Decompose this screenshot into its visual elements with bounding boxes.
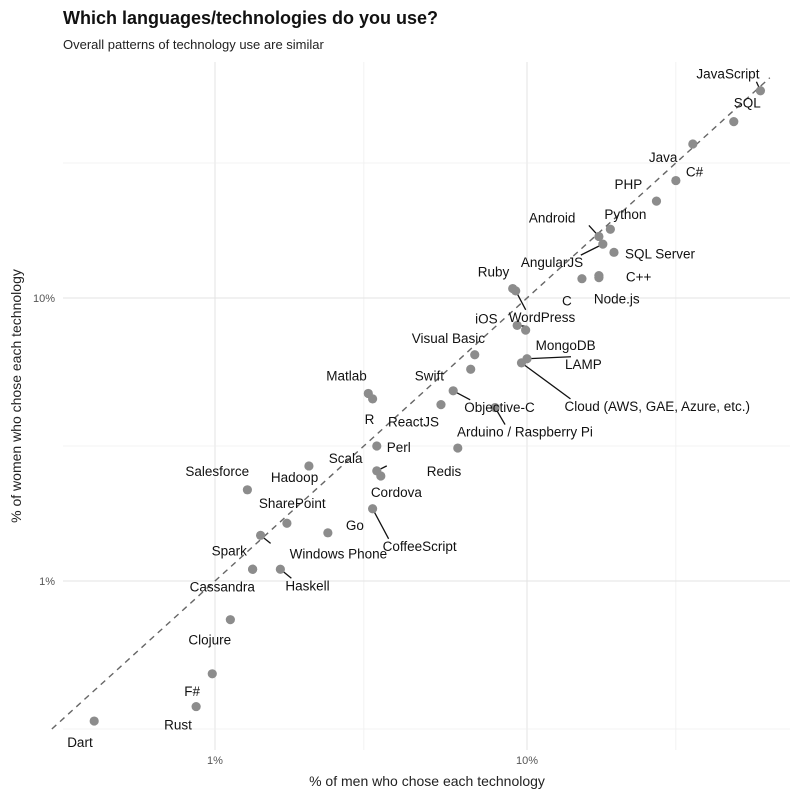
- point-cordova: [376, 471, 386, 481]
- point-php: [651, 196, 662, 206]
- data-points: [89, 86, 766, 726]
- connector-coffeescript: [372, 508, 390, 540]
- point-labels: JavaScript SQL Java C# PHP Python Android SQL S…: [67, 67, 761, 750]
- chart-title: Which languages/technologies do you use?: [63, 8, 439, 28]
- point-hadoop: [304, 461, 314, 471]
- point-cloud-aws-gae-azure-etc: [516, 358, 527, 368]
- label-lamp: LAMP: [565, 357, 602, 372]
- y-tick-label: 1%: [39, 576, 55, 588]
- y-axis-ticks: 1% 10%: [33, 293, 55, 588]
- label-node-js: Node.js: [594, 292, 640, 307]
- label-python: Python: [604, 207, 646, 222]
- point-swift: [466, 364, 476, 374]
- label-salesforce: Salesforce: [185, 464, 249, 479]
- x-tick-label: 1%: [207, 755, 223, 767]
- label-hadoop: Hadoop: [271, 470, 318, 485]
- label-clojure: Clojure: [188, 633, 231, 648]
- label-php: PHP: [614, 177, 642, 192]
- label-mongodb: MongoDB: [536, 338, 596, 353]
- point-perl: [372, 441, 382, 451]
- reference-line: [51, 77, 771, 730]
- label-wordpress: WordPress: [509, 310, 576, 325]
- point-wordpress: [511, 286, 521, 296]
- point-sharepoint: [282, 518, 292, 528]
- point-arduino-raspberry-pi: [490, 402, 500, 413]
- point-c: [671, 175, 681, 186]
- y-axis-title: % of women who chose each technology: [8, 269, 24, 523]
- label-r: R: [365, 412, 375, 427]
- point-f: [207, 669, 217, 679]
- connector-cloud-aws-gae-azure-etc: [521, 362, 571, 400]
- label-windows-phone: Windows Phone: [290, 546, 388, 561]
- label-objective-c: Objective-C: [464, 400, 535, 415]
- label-sql-server: SQL Server: [625, 246, 696, 261]
- point-android: [594, 231, 604, 242]
- label-java: Java: [649, 150, 678, 165]
- point-mongodb: [521, 325, 531, 335]
- point-angularjs: [598, 239, 608, 249]
- point-dart: [89, 716, 99, 726]
- point-reactjs: [436, 400, 446, 410]
- label-angularjs: AngularJS: [521, 255, 583, 270]
- x-axis-ticks: 1% 10%: [207, 755, 538, 767]
- label-spark: Spark: [212, 543, 248, 558]
- label-c: C#: [686, 165, 704, 180]
- gridlines: [63, 62, 790, 750]
- label-scala: Scala: [329, 451, 363, 466]
- point-spark: [255, 530, 266, 540]
- label-connectors: [260, 81, 762, 579]
- label-arduino-raspberry-pi: Arduino / Raspberry Pi: [457, 425, 593, 440]
- point-objective-c: [448, 386, 458, 396]
- label-cassandra: Cassandra: [190, 579, 256, 594]
- point-java: [688, 139, 698, 149]
- label-cordova: Cordova: [371, 485, 423, 500]
- point-haskell: [275, 564, 285, 574]
- point-sql-server: [609, 247, 619, 257]
- point-c: [577, 274, 587, 284]
- label-rust: Rust: [164, 718, 192, 733]
- point-javascript: [755, 86, 766, 96]
- label-visual-basic: Visual Basic: [412, 331, 486, 346]
- point-go: [323, 528, 333, 538]
- label-perl: Perl: [387, 440, 411, 455]
- label-f: F#: [184, 684, 200, 699]
- point-coffeescript: [368, 504, 378, 514]
- label-redis: Redis: [427, 464, 462, 479]
- label-go: Go: [346, 518, 364, 533]
- point-sql: [729, 117, 739, 127]
- point-visual-basic: [470, 350, 480, 360]
- label-haskell: Haskell: [285, 578, 329, 593]
- point-rust: [191, 701, 201, 712]
- label-swift: Swift: [415, 368, 445, 383]
- label-c: C: [562, 294, 572, 309]
- point-clojure: [225, 615, 235, 625]
- label-coffeescript: CoffeeScript: [383, 539, 457, 554]
- connector-lamp: [526, 356, 572, 360]
- label-reactjs: ReactJS: [388, 415, 439, 430]
- label-matlab: Matlab: [326, 368, 367, 383]
- point-ios: [512, 320, 522, 331]
- y-tick-label: 10%: [33, 293, 55, 305]
- label-cloud-aws-gae-azure-etc: Cloud (AWS, GAE, Azure, etc.): [564, 399, 750, 414]
- label-c: C++: [626, 270, 652, 285]
- label-sql: SQL: [734, 96, 762, 111]
- x-axis-title: % of men who chose each technology: [309, 773, 545, 789]
- point-redis: [453, 443, 463, 453]
- label-javascript: JavaScript: [696, 67, 759, 82]
- x-tick-label: 10%: [516, 755, 538, 767]
- point-cassandra: [248, 564, 258, 574]
- label-dart: Dart: [67, 735, 93, 750]
- label-ios: iOS: [475, 311, 498, 326]
- point-salesforce: [242, 485, 252, 495]
- point-node-js: [594, 270, 604, 281]
- point-python: [605, 224, 615, 234]
- label-sharepoint: SharePoint: [259, 496, 326, 511]
- label-android: Android: [529, 210, 576, 225]
- chart-subtitle: Overall patterns of technology use are s…: [63, 37, 324, 52]
- label-ruby: Ruby: [478, 265, 510, 280]
- point-r: [368, 394, 378, 404]
